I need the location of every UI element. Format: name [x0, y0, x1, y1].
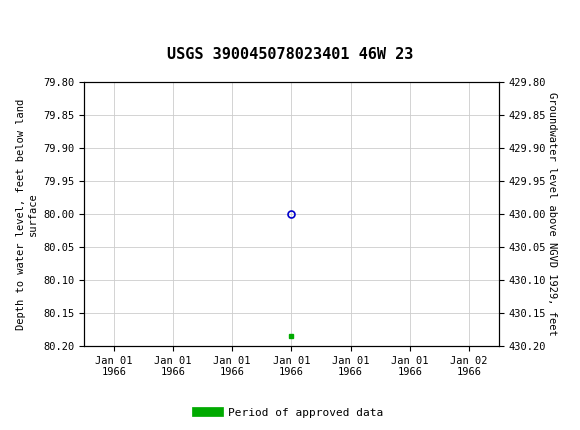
Text: USGS: USGS — [32, 10, 92, 29]
Text: ≡: ≡ — [9, 10, 24, 28]
Y-axis label: Depth to water level, feet below land
surface: Depth to water level, feet below land su… — [16, 98, 38, 329]
Y-axis label: Groundwater level above NGVD 1929, feet: Groundwater level above NGVD 1929, feet — [547, 92, 557, 336]
Text: USGS 390045078023401 46W 23: USGS 390045078023401 46W 23 — [167, 47, 413, 62]
Legend: Period of approved data: Period of approved data — [193, 403, 387, 422]
